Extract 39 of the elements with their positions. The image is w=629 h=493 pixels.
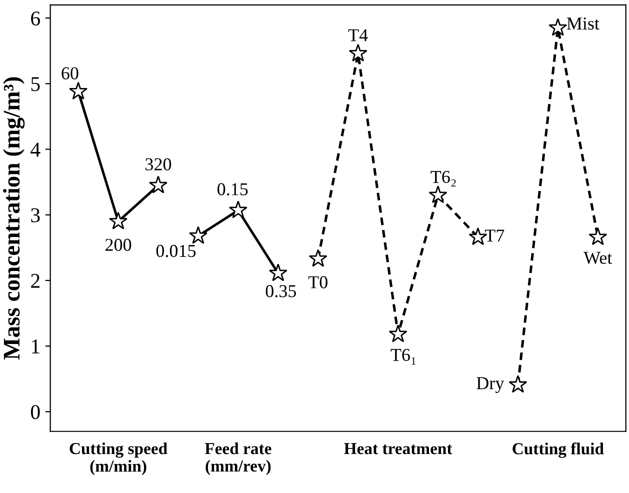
annotation: 200 — [106, 238, 132, 251]
point — [148, 176, 168, 194]
annotation: Wet — [584, 252, 612, 264]
annotation: T0 — [308, 276, 328, 288]
y-tick-label: 5 — [31, 77, 40, 92]
annotation: 320 — [146, 158, 172, 170]
y-tick-label: 6 — [31, 11, 40, 26]
point — [348, 44, 368, 62]
annotation: T6₂ — [430, 170, 456, 187]
point — [69, 82, 88, 100]
y-tick-label: 0 — [30, 405, 40, 420]
y-axis-title: Mass concentration (mg/m³) — [3, 77, 25, 360]
annotation: T7 — [484, 230, 504, 242]
y-tick-label: 3 — [31, 208, 40, 222]
annotation: T6₁ — [390, 348, 416, 364]
point — [388, 324, 408, 342]
annotation: 0.015 — [156, 244, 196, 258]
annotation: T4 — [348, 29, 368, 42]
y-tick-label: 1 — [32, 340, 40, 354]
x-tick-label: Cutting fluid — [512, 442, 604, 458]
point — [508, 375, 528, 393]
point — [188, 226, 208, 244]
x-tick-label: Heat treatment — [344, 443, 452, 454]
y-tick-label: 4 — [30, 142, 40, 156]
x-tick-label: Cutting speed (m/min) — [70, 442, 168, 476]
annotation: 0.15 — [218, 183, 248, 196]
point — [228, 200, 248, 218]
x-tick-label: Feed rate (mm/rev) — [204, 442, 272, 476]
point — [308, 249, 328, 267]
annotation: Dry — [476, 377, 504, 393]
point — [428, 185, 448, 204]
y-tick-label: 2 — [31, 274, 40, 288]
point — [588, 227, 608, 246]
annotation: 60 — [62, 67, 78, 80]
annotation: 0.35 — [266, 285, 296, 298]
point — [268, 264, 288, 282]
point — [108, 212, 128, 230]
point — [548, 18, 568, 36]
annotation: Mist — [566, 18, 600, 30]
